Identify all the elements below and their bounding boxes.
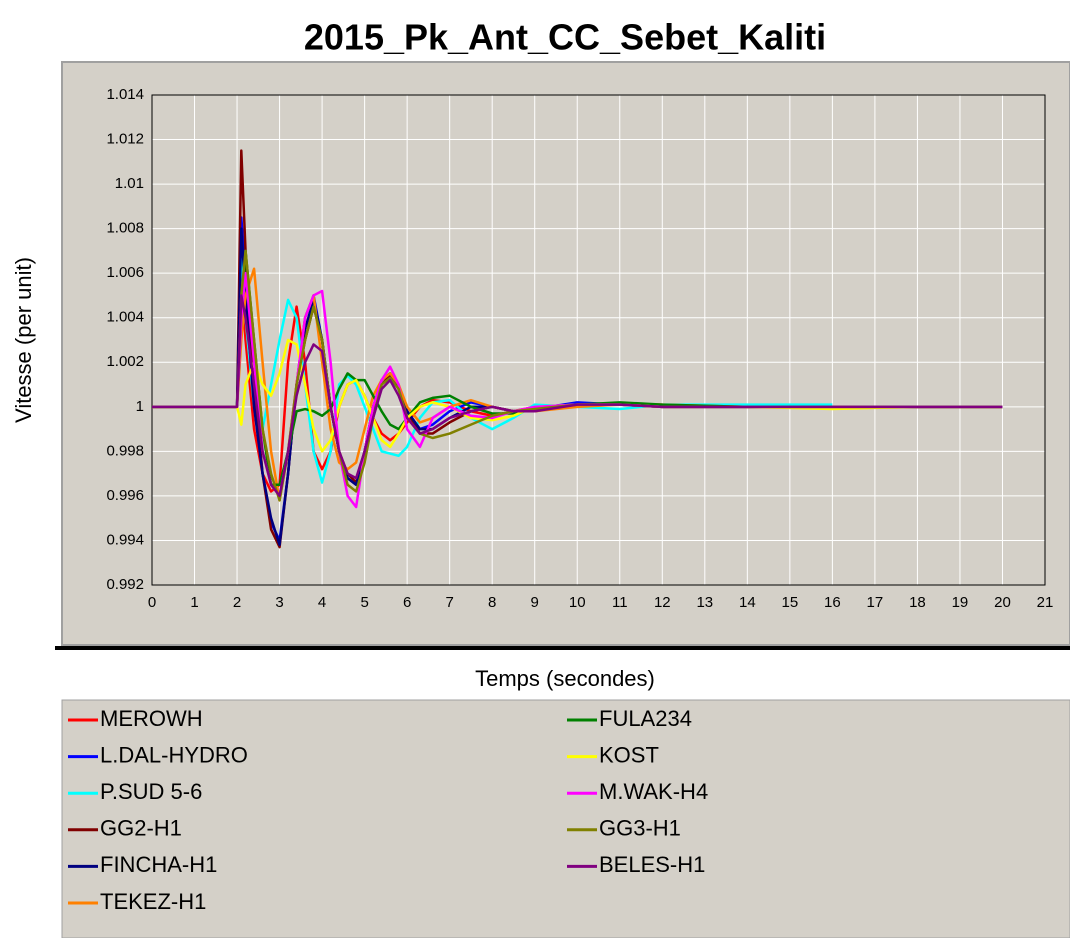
x-tick-label: 7	[445, 594, 453, 611]
x-tick-label: 19	[952, 594, 969, 611]
y-axis-label: Vitesse (per unit)	[11, 257, 36, 423]
x-axis-label: Temps (secondes)	[475, 666, 655, 691]
y-tick-label: 0.992	[106, 576, 144, 593]
x-tick-label: 18	[909, 594, 926, 611]
legend-label: GG3-H1	[599, 816, 681, 841]
legend-label: P.SUD 5-6	[100, 779, 202, 804]
y-tick-label: 1.012	[106, 131, 144, 148]
series-line	[152, 294, 1003, 498]
x-tick-label: 3	[275, 594, 283, 611]
legend-label: KOST	[599, 742, 659, 767]
x-tick-label: 11	[612, 594, 628, 611]
x-tick-label: 1	[190, 594, 198, 611]
x-tick-label: 5	[360, 594, 368, 611]
legend-label: L.DAL-HYDRO	[100, 742, 248, 767]
x-tick-label: 12	[654, 594, 671, 611]
plot-border	[151, 94, 1046, 586]
x-tick-label: 15	[782, 594, 799, 611]
chart-title: 2015_Pk_Ant_CC_Sebet_Kaliti	[304, 17, 826, 58]
y-tick-label: 1	[136, 398, 144, 415]
x-tick-label: 8	[488, 594, 496, 611]
plot-area	[152, 95, 1045, 585]
x-tick-label: 2	[233, 594, 241, 611]
x-tick-label: 6	[403, 594, 411, 611]
y-tick-label: 0.994	[106, 531, 144, 548]
x-tick-label: 9	[531, 594, 539, 611]
y-tick-label: 0.998	[106, 442, 144, 459]
y-tick-label: 1.014	[106, 86, 144, 103]
x-tick-label: 0	[148, 594, 156, 611]
x-tick-label: 17	[867, 594, 884, 611]
legend-label: FULA234	[599, 706, 692, 731]
y-tick-label: 0.996	[106, 487, 144, 504]
x-tick-label: 16	[824, 594, 841, 611]
y-tick-label: 1.008	[106, 220, 144, 237]
series-line	[152, 267, 1003, 502]
y-tick-label: 1.004	[106, 309, 144, 326]
y-tick-label: 1.006	[106, 264, 144, 281]
legend-label: M.WAK-H4	[599, 779, 708, 804]
legend-label: TEKEZ-H1	[100, 889, 206, 914]
x-tick-label: 14	[739, 594, 756, 611]
x-tick-label: 4	[318, 594, 326, 611]
y-tick-label: 1.01	[115, 175, 144, 192]
legend-label: FINCHA-H1	[100, 852, 217, 877]
x-tick-label: 20	[994, 594, 1011, 611]
x-tick-label: 21	[1037, 594, 1054, 611]
legend-label: MEROWH	[100, 706, 203, 731]
legend-label: BELES-H1	[599, 852, 705, 877]
y-tick-label: 1.002	[106, 353, 144, 370]
x-tick-label: 10	[569, 594, 586, 611]
legend-panel	[61, 699, 1070, 938]
x-tick-label: 13	[696, 594, 713, 611]
legend-label: GG2-H1	[100, 816, 182, 841]
